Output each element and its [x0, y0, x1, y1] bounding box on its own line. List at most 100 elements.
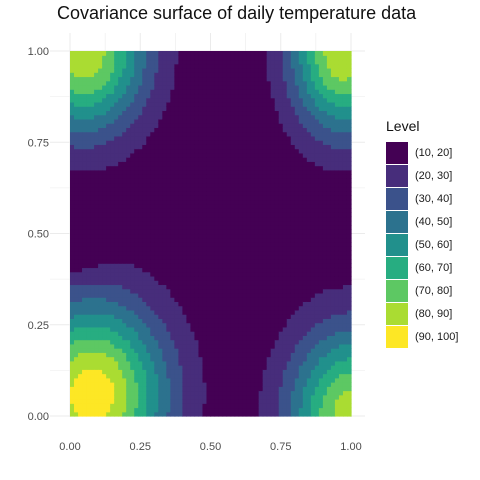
- contour-cell: [290, 369, 296, 375]
- contour-cell: [214, 382, 220, 387]
- contour-cell: [146, 373, 151, 379]
- contour-cell: [82, 382, 87, 387]
- contour-cell: [234, 203, 240, 209]
- contour-cell: [78, 386, 83, 392]
- contour-cell: [178, 280, 183, 286]
- contour-cell: [162, 169, 167, 175]
- contour-cell: [194, 373, 200, 379]
- contour-cell: [90, 208, 95, 213]
- contour-cell: [238, 377, 244, 383]
- contour-cell: [286, 199, 292, 205]
- contour-cell: [258, 216, 264, 222]
- contour-cell: [114, 106, 119, 112]
- contour-cell: [298, 110, 304, 116]
- contour-cell: [250, 288, 256, 294]
- contour-cell: [298, 123, 304, 128]
- contour-cell: [186, 343, 192, 349]
- contour-cell: [98, 250, 103, 256]
- contour-cell: [122, 135, 127, 141]
- contour-cell: [246, 199, 252, 205]
- contour-cell: [222, 76, 228, 82]
- contour-cell: [162, 322, 167, 328]
- contour-cell: [266, 339, 272, 345]
- contour-cell: [254, 140, 260, 145]
- contour-cell: [126, 208, 131, 213]
- contour-cell: [226, 55, 232, 61]
- contour-cell: [294, 84, 300, 90]
- contour-cell: [102, 89, 107, 95]
- contour-cell: [234, 76, 240, 82]
- contour-cell: [118, 55, 123, 61]
- contour-cell: [254, 377, 260, 383]
- contour-cell: [146, 101, 151, 107]
- contour-cell: [122, 301, 127, 307]
- contour-cell: [190, 403, 196, 409]
- contour-cell: [82, 352, 87, 358]
- contour-cell: [166, 152, 171, 158]
- contour-cell: [286, 76, 292, 82]
- contour-cell: [162, 292, 167, 298]
- contour-cell: [118, 386, 123, 392]
- contour-cell: [262, 220, 268, 226]
- contour-cell: [274, 114, 280, 120]
- contour-cell: [166, 390, 171, 396]
- contour-cell: [186, 93, 192, 99]
- contour-cell: [142, 89, 147, 95]
- contour-cell: [266, 284, 272, 290]
- contour-cell: [210, 114, 216, 120]
- contour-cell: [174, 169, 179, 175]
- contour-cell: [250, 394, 256, 400]
- contour-cell: [98, 152, 103, 158]
- contour-cell: [274, 67, 280, 73]
- contour-cell: [90, 67, 95, 73]
- contour-cell: [182, 292, 188, 298]
- contour-cell: [102, 127, 107, 133]
- contour-cell: [150, 237, 155, 243]
- contour-cell: [130, 110, 135, 116]
- contour-cell: [98, 118, 103, 124]
- contour-cell: [86, 382, 91, 387]
- contour-cell: [262, 318, 268, 324]
- contour-cell: [170, 178, 175, 184]
- contour-cell: [90, 386, 95, 392]
- contour-cell: [238, 288, 244, 294]
- contour-cell: [190, 63, 196, 69]
- contour-cell: [166, 140, 171, 145]
- contour-cell: [158, 191, 163, 196]
- contour-cell: [238, 254, 244, 260]
- contour-cell: [170, 263, 175, 269]
- contour-cell: [222, 114, 228, 120]
- contour-cell: [178, 229, 183, 235]
- contour-cell: [218, 352, 224, 358]
- contour-cell: [242, 59, 248, 65]
- contour-cell: [210, 169, 216, 175]
- contour-cell: [206, 331, 212, 336]
- contour-cell: [142, 360, 147, 366]
- contour-cell: [130, 165, 135, 171]
- contour-cell: [202, 382, 208, 387]
- contour-cell: [238, 322, 244, 328]
- contour-cell: [126, 263, 131, 269]
- contour-cell: [298, 203, 304, 209]
- contour-cell: [90, 72, 95, 78]
- contour-cell: [82, 123, 87, 128]
- contour-cell: [134, 220, 139, 226]
- contour-cell: [158, 297, 163, 302]
- contour-cell: [126, 369, 131, 375]
- contour-cell: [266, 97, 272, 103]
- contour-cell: [222, 331, 228, 336]
- contour-cell: [166, 394, 171, 400]
- contour-cell: [106, 331, 111, 336]
- contour-cell: [122, 208, 127, 213]
- contour-cell: [202, 169, 208, 175]
- contour-cell: [198, 250, 204, 256]
- contour-cell: [150, 284, 155, 290]
- contour-cell: [214, 110, 220, 116]
- contour-cell: [86, 360, 91, 366]
- contour-cell: [170, 76, 175, 82]
- contour-cell: [158, 258, 163, 264]
- contour-cell: [154, 165, 159, 171]
- contour-cell: [206, 169, 212, 175]
- contour-cell: [294, 199, 300, 205]
- contour-cell: [226, 186, 232, 192]
